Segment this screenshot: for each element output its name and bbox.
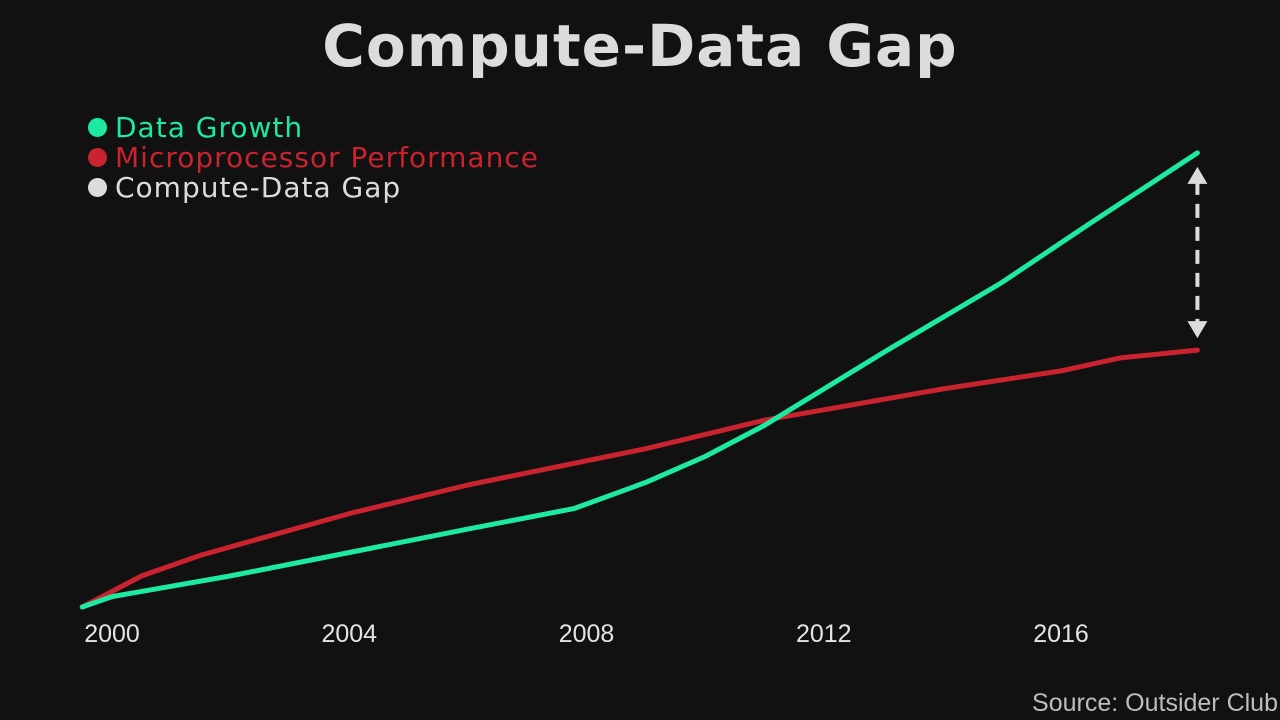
x-tick-label-2004: 2004 xyxy=(321,620,377,648)
x-tick-label-2000: 2000 xyxy=(84,620,140,648)
annotation-layer xyxy=(1187,166,1208,339)
x-axis-ticks: 2000 2004 2008 2012 2016 xyxy=(84,620,1089,648)
legend-item-microprocessor-performance: Microprocessor Performance xyxy=(88,140,539,174)
series-line-data-growth xyxy=(79,150,1200,610)
x-tick-label-2008: 2008 xyxy=(559,620,615,648)
gap-arrow-down-head xyxy=(1187,321,1208,339)
x-tick-label-2012: 2012 xyxy=(796,620,852,648)
source-note: Source: Outsider Club xyxy=(1032,689,1278,717)
legend-marker-compute-data-gap xyxy=(88,177,107,197)
gap-arrow-up-head xyxy=(1187,166,1208,184)
chart-title: Compute-Data Gap xyxy=(322,12,958,80)
series-layer xyxy=(79,150,1200,610)
legend-label-data-growth: Data Growth xyxy=(115,110,304,144)
legend-label-microprocessor-performance: Microprocessor Performance xyxy=(115,140,539,174)
legend-marker-microprocessor-performance xyxy=(88,147,107,167)
x-tick-label-2016: 2016 xyxy=(1033,620,1089,648)
legend-item-compute-data-gap: Compute-Data Gap xyxy=(88,170,539,204)
legend-item-data-growth: Data Growth xyxy=(88,110,539,144)
legend-label-compute-data-gap: Compute-Data Gap xyxy=(115,170,402,204)
series-line-microprocessor-performance xyxy=(79,347,1200,610)
legend: Data Growth Microprocessor Performance C… xyxy=(88,110,539,204)
legend-marker-data-growth xyxy=(88,117,107,137)
